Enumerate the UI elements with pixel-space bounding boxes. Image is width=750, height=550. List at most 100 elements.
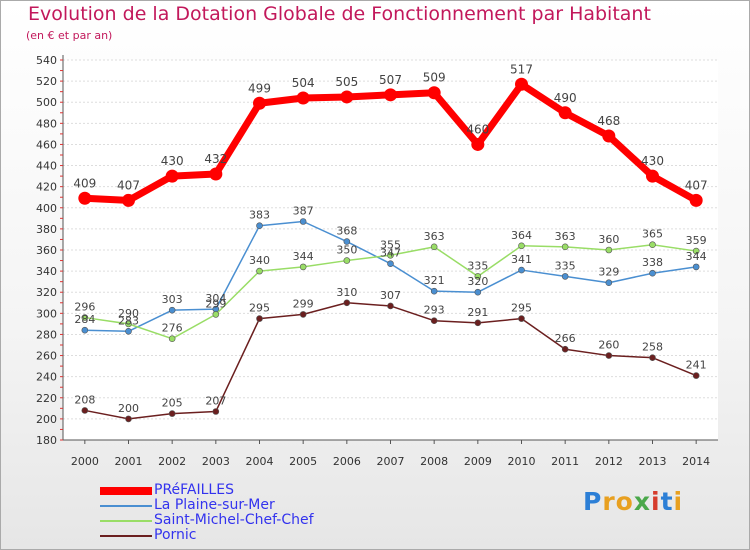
data-label: 509 (423, 71, 446, 85)
data-label: 359 (686, 234, 707, 247)
x-tick-label: 2014 (682, 455, 710, 468)
data-label: 344 (293, 250, 314, 263)
data-label: 291 (467, 306, 488, 319)
data-point (692, 372, 700, 379)
legend-label: Saint-Michel-Chef-Chef (154, 512, 314, 528)
data-label: 303 (162, 293, 183, 306)
x-tick-label: 2007 (377, 455, 405, 468)
data-label: 283 (118, 314, 139, 327)
data-point (605, 352, 613, 359)
y-tick-label: 180 (36, 434, 57, 447)
y-tick-label: 360 (36, 244, 57, 257)
data-label: 347 (380, 247, 401, 260)
y-tick-label: 540 (36, 54, 57, 67)
data-label: 276 (162, 322, 183, 335)
data-point (430, 243, 438, 251)
data-label: 290 (118, 307, 139, 320)
data-point (343, 299, 351, 307)
data-label: 341 (511, 253, 532, 266)
data-point (168, 410, 176, 417)
data-point (165, 169, 179, 183)
data-label: 208 (74, 393, 95, 406)
data-label: 460 (466, 122, 489, 136)
data-label: 499 (248, 81, 271, 95)
brand-letter: x (633, 487, 651, 516)
data-point (430, 317, 438, 325)
x-tick-label: 2001 (115, 455, 143, 468)
y-tick-label: 300 (36, 307, 57, 320)
data-point (168, 306, 176, 314)
data-label: 295 (249, 302, 270, 315)
y-tick-label: 280 (36, 328, 57, 341)
data-label: 207 (205, 395, 226, 408)
data-point (78, 191, 92, 205)
legend-swatch (100, 520, 152, 522)
data-point (692, 263, 700, 271)
data-point (299, 218, 307, 225)
brand-logo: Proxiti (583, 487, 683, 516)
x-tick-label: 2000 (71, 455, 99, 468)
data-label: 350 (336, 244, 357, 257)
brand-letter: o (615, 487, 634, 516)
data-label: 295 (511, 302, 532, 315)
data-point (343, 257, 351, 264)
data-point (558, 106, 572, 120)
x-tick-label: 2008 (420, 455, 448, 468)
data-label: 504 (292, 76, 315, 90)
data-point (605, 246, 613, 254)
data-label: 364 (511, 229, 532, 242)
brand-letter: i (673, 487, 684, 516)
data-point (125, 327, 132, 335)
data-point (168, 335, 176, 342)
x-tick-label: 2002 (158, 455, 186, 468)
data-label: 338 (642, 256, 663, 269)
data-label: 241 (686, 359, 707, 372)
data-point (471, 137, 485, 151)
data-label: 335 (555, 259, 576, 272)
data-label: 321 (424, 274, 445, 287)
data-label: 296 (74, 301, 95, 314)
data-point (649, 269, 656, 277)
data-label: 340 (249, 254, 270, 267)
data-point (387, 260, 394, 268)
data-label: 205 (162, 397, 183, 410)
data-label: 507 (379, 73, 402, 87)
data-point (474, 288, 482, 296)
data-label: 383 (249, 209, 270, 222)
y-tick-label: 220 (36, 392, 57, 405)
data-point (256, 315, 263, 322)
data-point (209, 167, 223, 181)
data-point (427, 86, 441, 100)
data-point (649, 354, 656, 361)
data-point (125, 415, 132, 423)
data-label: 387 (293, 205, 314, 218)
data-point (602, 129, 616, 143)
data-point (649, 241, 656, 249)
data-point (605, 279, 613, 287)
data-point (518, 315, 525, 322)
data-label: 407 (117, 178, 140, 192)
y-tick-label: 320 (36, 286, 57, 299)
x-tick-label: 2009 (464, 455, 492, 468)
data-point (692, 247, 700, 255)
data-label: 307 (380, 289, 401, 302)
x-tick-label: 2006 (333, 455, 361, 468)
y-tick-label: 520 (36, 75, 57, 88)
data-point (81, 326, 89, 334)
chart-title: Evolution de la Dotation Globale de Fonc… (28, 3, 651, 25)
data-label: 430 (641, 154, 664, 168)
x-tick-label: 2012 (595, 455, 623, 468)
data-point (518, 242, 525, 250)
data-label: 517 (510, 62, 533, 76)
data-point (299, 263, 307, 271)
data-label: 468 (597, 114, 620, 128)
data-point (474, 319, 482, 327)
data-point (518, 266, 525, 274)
data-point (212, 311, 220, 318)
y-tick-label: 260 (36, 350, 57, 363)
data-label: 505 (335, 75, 358, 89)
data-point (561, 273, 569, 280)
brand-letter: t (660, 487, 674, 516)
data-point (256, 267, 263, 275)
